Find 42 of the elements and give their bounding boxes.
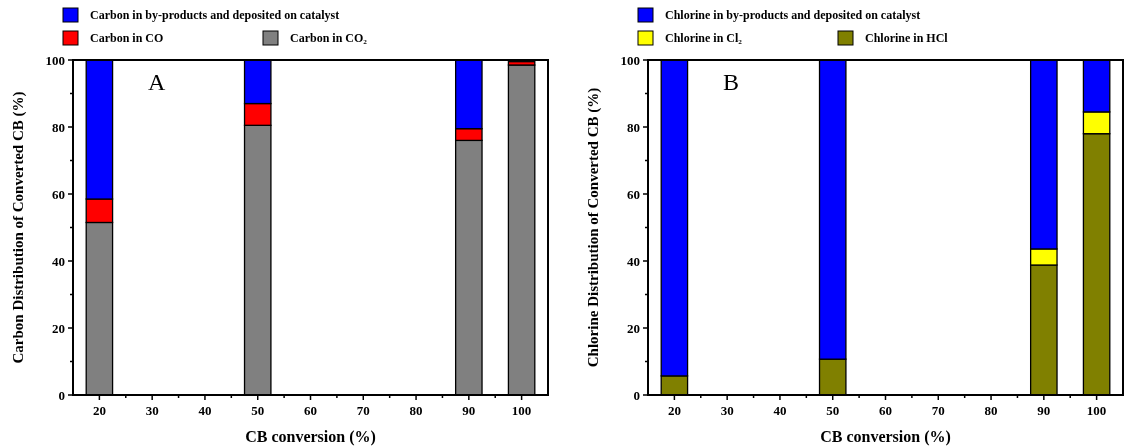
x-tick-label: 70 — [356, 403, 370, 418]
x-tick-label: 30 — [145, 403, 159, 418]
legend-label: Carbon in CO₂ — [290, 31, 368, 45]
x-axis-title: CB conversion (%) — [820, 428, 951, 446]
y-axis-title: Carbon Distribution of Converted CB (%) — [10, 91, 27, 364]
annotation: B — [723, 69, 740, 95]
legend-label: Chlorine in Cl₂ — [665, 31, 743, 45]
x-tick-label: 80 — [984, 403, 998, 418]
y-tick-label: 20 — [627, 320, 640, 336]
y-tick-label: 0 — [58, 387, 65, 403]
y-axis-title: Chlorine Distribution of Converted CB (%) — [585, 87, 602, 368]
y-tick-label: 100 — [45, 52, 65, 68]
x-tick-label: 60 — [879, 403, 892, 418]
y-tick-label: 100 — [620, 52, 640, 68]
x-tick-label: 70 — [931, 403, 945, 418]
y-tick-label: 60 — [627, 186, 640, 202]
y-tick-label: 20 — [52, 320, 65, 336]
x-tick-label: 40 — [773, 403, 787, 418]
legend-label: Chlorine in HCl — [865, 31, 949, 45]
x-tick-label: 60 — [304, 403, 317, 418]
x-tick-label: 40 — [198, 403, 212, 418]
y-tick-label: 40 — [627, 253, 640, 269]
x-tick-label: 80 — [409, 403, 423, 418]
annotation: A — [148, 69, 166, 95]
y-tick-label: 0 — [633, 387, 640, 403]
x-tick-label: 90 — [1037, 403, 1051, 418]
x-tick-label: 30 — [720, 403, 734, 418]
legend-label: Carbon in CO — [90, 31, 164, 45]
x-tick-label: 50 — [251, 403, 265, 418]
x-tick-label: 90 — [462, 403, 476, 418]
x-tick-label: 20 — [667, 403, 681, 418]
y-tick-label: 40 — [52, 253, 65, 269]
x-tick-label: 20 — [92, 403, 106, 418]
x-tick-label: 50 — [826, 403, 840, 418]
x-tick-label: 100 — [1086, 403, 1107, 418]
x-tick-label: 100 — [511, 403, 532, 418]
y-tick-label: 80 — [52, 119, 65, 135]
y-tick-label: 80 — [627, 119, 640, 135]
x-axis-title: CB conversion (%) — [245, 428, 376, 446]
legend-label: Chlorine in by-products and deposited on catalyst — [665, 8, 921, 22]
y-tick-label: 60 — [52, 186, 65, 202]
legend-label: Carbon in by-products and deposited on catalyst — [90, 8, 340, 22]
